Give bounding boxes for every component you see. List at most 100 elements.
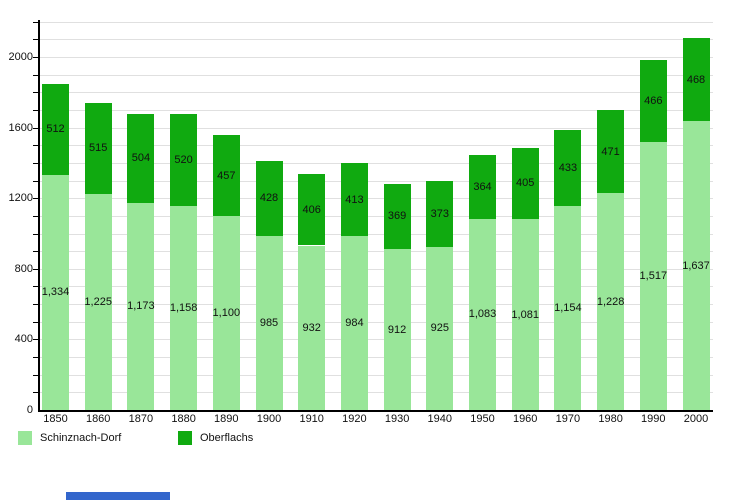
bar-segment-oberflachs <box>554 129 582 207</box>
bar-segment-schinznach-dorf <box>682 121 710 410</box>
bar-segment-schinznach-dorf <box>42 174 69 410</box>
bar-segment-schinznach-dorf <box>255 236 283 410</box>
y-axis-tick <box>33 57 38 58</box>
bar-segment-oberflachs <box>84 102 112 194</box>
gridline <box>39 268 713 270</box>
gridline <box>39 339 713 341</box>
x-tick-label: 1870 <box>128 413 154 425</box>
bar-segment-oberflachs <box>639 60 667 143</box>
bar-segment-schinznach-dorf <box>597 193 625 410</box>
y-axis-tick <box>33 251 38 253</box>
y-axis-tick <box>33 21 38 23</box>
y-tick-label: 400 <box>14 333 33 346</box>
gridline <box>39 127 713 129</box>
gridline <box>39 180 713 182</box>
x-tick-label: 1990 <box>641 413 666 425</box>
bar-value-label-schinznach-dorf: 1,334 <box>41 286 70 299</box>
y-axis-tick <box>33 304 38 306</box>
gridline <box>39 109 713 111</box>
bar-segment-oberflachs <box>597 110 625 194</box>
bar-value-label-schinznach-dorf: 912 <box>387 323 407 336</box>
bar-value-label-schinznach-dorf: 932 <box>302 321 321 334</box>
bar-value-label-schinznach-dorf: 1,083 <box>468 308 497 321</box>
gridline <box>39 304 713 306</box>
gridline <box>39 215 713 217</box>
bar-value-label-oberflachs: 520 <box>174 153 193 166</box>
legend-label-oberflachs: Oberflachs <box>200 432 254 444</box>
x-tick-label: 1920 <box>342 413 367 425</box>
y-axis-tick <box>33 321 38 323</box>
gridline <box>39 392 713 394</box>
bar-value-label-oberflachs: 364 <box>473 180 492 193</box>
y-axis-tick <box>33 339 38 341</box>
bar-value-label-oberflachs: 512 <box>46 123 65 136</box>
bar-value-label-oberflachs: 373 <box>430 207 449 220</box>
y-axis-tick <box>33 92 38 94</box>
y-axis-tick <box>33 357 38 359</box>
x-tick-label: 1860 <box>85 413 111 425</box>
x-tick-label: 2000 <box>683 413 709 425</box>
y-axis-tick <box>33 215 38 217</box>
legend-swatch-oberflachs <box>178 431 192 445</box>
bar-segment-oberflachs <box>42 84 69 175</box>
y-axis-tick <box>33 74 38 76</box>
gridline <box>39 57 713 58</box>
y-axis-tick <box>33 109 38 111</box>
gridline <box>39 357 713 359</box>
x-axis-baseline <box>38 410 713 412</box>
y-tick-label: 2000 <box>8 51 33 63</box>
bar-segment-schinznach-dorf <box>127 202 155 410</box>
y-axis-tick <box>33 268 38 270</box>
bar-segment-schinznach-dorf <box>170 205 198 410</box>
gridline <box>39 374 713 376</box>
bar-value-label-schinznach-dorf: 985 <box>259 317 279 330</box>
x-tick-label: 1890 <box>214 413 239 425</box>
y-axis-tick <box>33 145 38 147</box>
bar-value-label-schinznach-dorf: 1,158 <box>169 301 198 314</box>
gridline <box>39 145 713 147</box>
bar-value-label-schinznach-dorf: 1,100 <box>212 306 241 319</box>
x-tick-label: 1970 <box>555 413 581 425</box>
bar-value-label-schinznach-dorf: 984 <box>345 317 364 330</box>
bar-segment-schinznach-dorf <box>426 246 454 410</box>
bar-segment-oberflachs <box>212 135 240 216</box>
bar-segment-oberflachs <box>298 173 326 246</box>
bar-value-label-oberflachs: 405 <box>516 177 535 190</box>
bar-value-label-oberflachs: 457 <box>217 169 236 182</box>
bar-value-label-oberflachs: 466 <box>644 95 663 108</box>
bar-segment-oberflachs <box>511 147 539 220</box>
bar-value-label-schinznach-dorf: 1,228 <box>596 295 625 308</box>
gridline <box>39 92 713 94</box>
y-axis-tick <box>33 286 38 288</box>
x-tick-label: 1850 <box>43 413 68 425</box>
legend-swatch-schinznach-dorf <box>18 431 32 445</box>
bar-segment-schinznach-dorf <box>84 193 112 410</box>
bar-value-label-oberflachs: 515 <box>89 142 108 155</box>
bar-value-label-oberflachs: 428 <box>259 192 279 205</box>
y-axis-tick <box>33 233 38 235</box>
bar-segment-schinznach-dorf <box>511 219 539 410</box>
bar-segment-schinznach-dorf <box>554 206 582 410</box>
y-tick-label: 1200 <box>8 192 33 205</box>
y-axis-tick <box>33 392 38 394</box>
y-axis-tick <box>33 198 38 200</box>
bar-segment-schinznach-dorf <box>639 142 667 410</box>
bar-value-label-schinznach-dorf: 1,225 <box>84 295 112 308</box>
bar-value-label-schinznach-dorf: 1,517 <box>639 270 668 283</box>
bar-segment-schinznach-dorf <box>298 245 326 410</box>
bar-value-label-schinznach-dorf: 1,637 <box>682 259 710 272</box>
bar-value-label-oberflachs: 406 <box>302 203 321 216</box>
bar-segment-oberflachs <box>340 163 368 237</box>
bar-value-label-schinznach-dorf: 1,081 <box>511 308 539 321</box>
x-tick-label: 1960 <box>512 413 538 425</box>
x-tick-label: 1980 <box>598 413 623 425</box>
y-axis-tick <box>33 180 38 182</box>
bar-segment-schinznach-dorf <box>340 236 368 410</box>
bar-value-label-oberflachs: 369 <box>387 210 407 223</box>
gridline <box>39 39 713 41</box>
y-axis-tick <box>33 127 38 129</box>
y-axis-tick <box>33 162 38 164</box>
x-tick-label: 1900 <box>256 413 282 425</box>
bar-value-label-oberflachs: 413 <box>345 193 364 206</box>
